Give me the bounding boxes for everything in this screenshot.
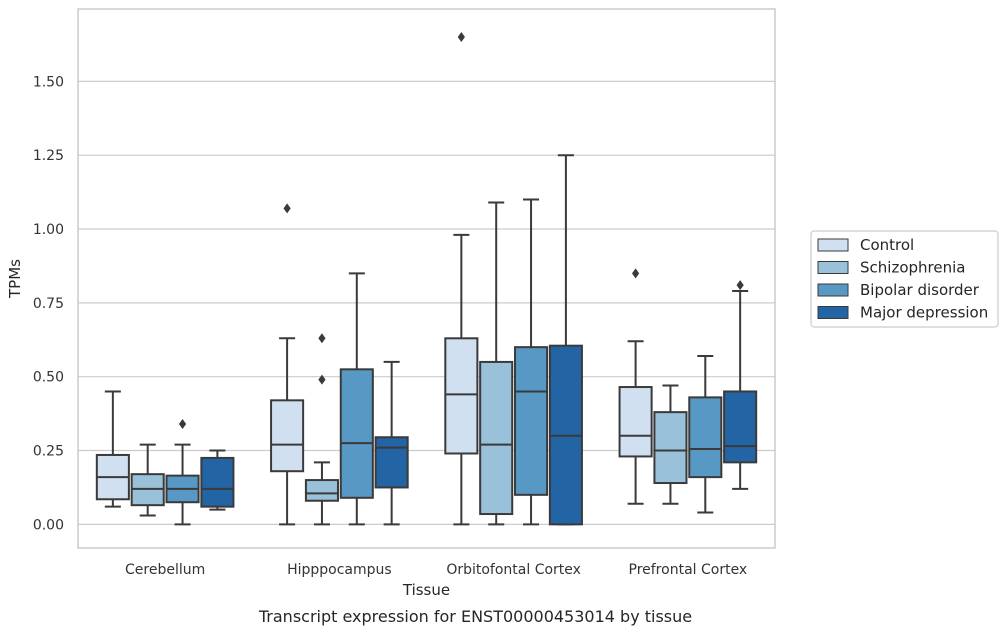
outlier-point	[178, 418, 187, 429]
outlier-point	[632, 268, 640, 279]
legend-swatch	[817, 261, 849, 274]
box-3-0	[618, 268, 653, 505]
box-body	[618, 386, 653, 458]
chart-caption: Transcript expression for ENST0000045301…	[258, 607, 692, 626]
box-2-3	[548, 154, 583, 526]
y-tick-label: 0.75	[33, 296, 64, 312]
y-tick-labels: 0.00 0.25 0.50 0.75 1.00 1.25 1.50	[33, 74, 64, 533]
box-body	[270, 399, 305, 473]
box-1-1	[304, 333, 339, 526]
box-body	[374, 436, 409, 489]
legend-swatch	[817, 306, 849, 319]
box-1-0	[270, 203, 305, 526]
y-tick-label: 0.25	[33, 444, 64, 460]
box-0-1	[130, 443, 165, 517]
x-tick-labels: Cerebellum Hipppocampus Orbitofontal Corte…	[125, 562, 747, 578]
plot-frame	[77, 8, 776, 549]
y-tick-label: 1.25	[33, 148, 64, 164]
y-tick-label: 0.50	[33, 370, 64, 386]
box-1-2	[339, 272, 374, 526]
legend-frame	[810, 230, 999, 328]
box-body	[653, 411, 688, 485]
box-body	[200, 456, 235, 508]
x-tick-label: Prefrontal Cortex	[629, 562, 748, 578]
boxes-layer	[95, 32, 758, 526]
outlier-point	[457, 32, 465, 43]
y-axis-label: TPMs	[6, 259, 24, 299]
legend-label: Major depression	[860, 304, 988, 322]
box-body	[514, 346, 549, 496]
y-tick-label: 1.50	[33, 74, 64, 90]
legend-label: Control	[860, 236, 914, 254]
gridlines	[78, 80, 775, 525]
legend: Control Schizophrenia Bipolar disorder Majo…	[810, 230, 999, 328]
outlier-point	[318, 333, 326, 344]
box-1-3	[374, 360, 409, 526]
x-tick-label: Cerebellum	[125, 562, 205, 578]
box-body	[479, 360, 514, 516]
box-0-3	[200, 449, 235, 511]
box-2-0	[444, 32, 479, 526]
y-tick-label: 1.00	[33, 222, 64, 238]
x-axis-label: Tissue	[402, 581, 450, 599]
box-body	[723, 390, 758, 464]
y-tick-label: 0.00	[33, 517, 64, 533]
legend-label: Schizophrenia	[860, 259, 965, 277]
box-3-1	[653, 384, 688, 505]
legend-swatch	[817, 283, 849, 297]
outlier-point	[736, 280, 744, 291]
legend-label: Bipolar disorder	[860, 281, 980, 299]
box-3-2	[688, 355, 723, 514]
box-0-0	[95, 390, 130, 508]
box-3-3	[723, 280, 758, 490]
outlier-point	[318, 374, 326, 385]
box-body	[304, 479, 339, 502]
box-body	[444, 337, 479, 455]
box-2-2	[514, 198, 549, 526]
box-body	[688, 396, 723, 479]
box-0-2	[165, 418, 200, 526]
x-tick-label: Orbitofontal Cortex	[446, 562, 581, 578]
box-2-1	[479, 201, 514, 526]
box-body	[339, 368, 374, 499]
x-tick-label: Hipppocampus	[287, 562, 392, 578]
legend-swatch	[817, 238, 849, 252]
outlier-point	[283, 203, 291, 214]
